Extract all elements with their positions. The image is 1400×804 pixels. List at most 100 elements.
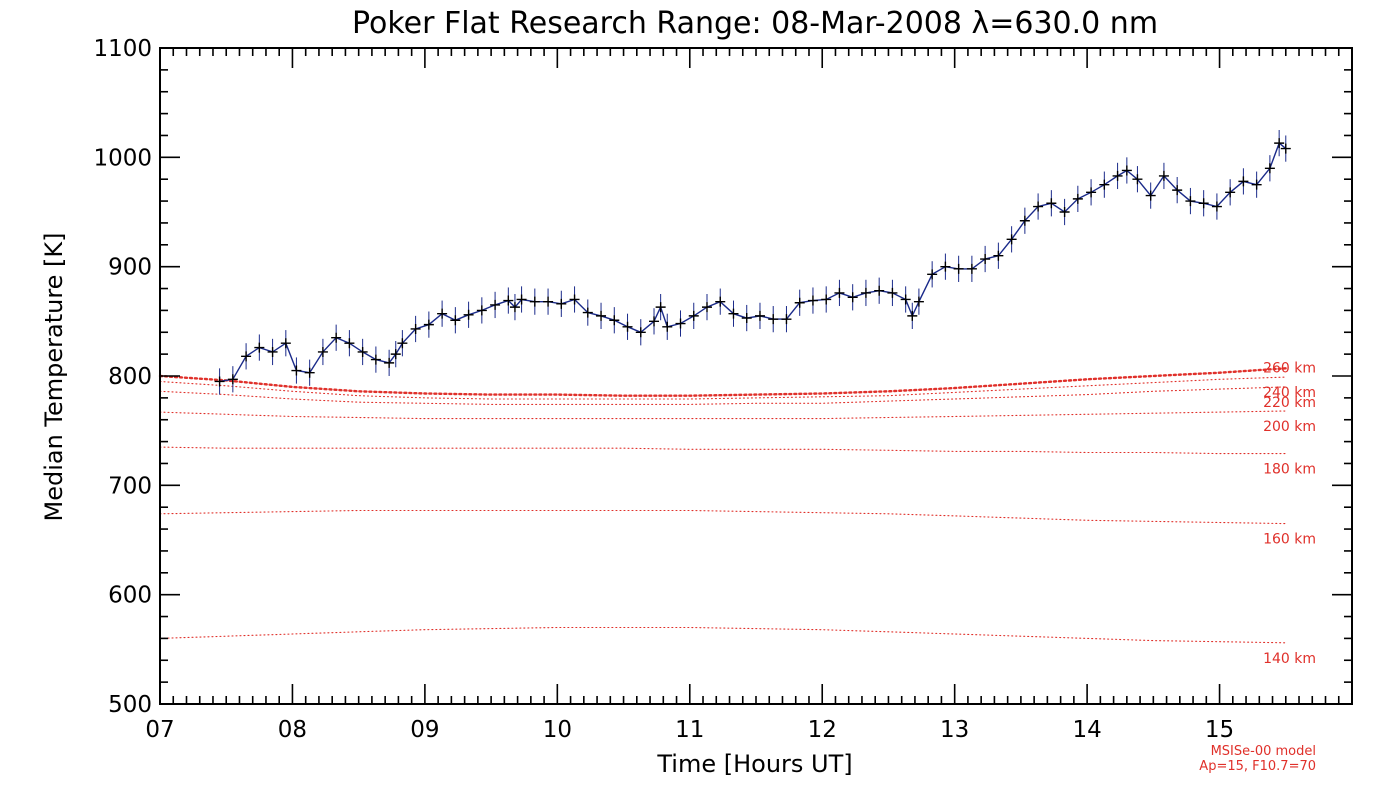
model-curve-label: 180 km <box>1263 462 1316 478</box>
data-point <box>1251 179 1262 190</box>
data-point <box>556 298 567 309</box>
data-point <box>980 254 991 265</box>
data-point <box>423 319 434 330</box>
data-point <box>1072 193 1083 204</box>
data-point <box>390 349 401 360</box>
data-point <box>907 310 918 321</box>
data-point <box>913 296 924 307</box>
data-point <box>993 250 1004 261</box>
y-tick-label: 700 <box>108 473 152 499</box>
data-point <box>1185 196 1196 207</box>
data-point <box>860 287 871 298</box>
y-tick-label: 800 <box>108 364 152 390</box>
data-point <box>370 354 381 365</box>
data-point <box>609 315 620 326</box>
data-point <box>463 309 474 320</box>
data-point <box>1225 187 1236 198</box>
data-point <box>649 316 660 327</box>
data-point <box>596 310 607 321</box>
data-point <box>1238 176 1249 187</box>
data-point <box>1264 163 1275 174</box>
data-point <box>582 307 593 318</box>
model-curve-label: 240 km <box>1263 385 1316 401</box>
data-point <box>1086 187 1097 198</box>
model-params-note: Ap=15, F10.7=70 <box>1199 759 1316 774</box>
x-tick-label: 13 <box>940 717 969 743</box>
data-point <box>214 376 225 387</box>
model-curve <box>159 446 1287 455</box>
data-point <box>529 296 540 307</box>
data-point <box>900 294 911 305</box>
x-axis-label: Time [Hours UT] <box>656 750 852 778</box>
data-point <box>476 305 487 316</box>
data-point <box>688 310 699 321</box>
labels: Poker Flat Research Range: 08-Mar-2008 λ… <box>40 6 1316 778</box>
model-curve <box>159 376 1287 400</box>
data-point <box>675 318 686 329</box>
data-point <box>1046 198 1057 209</box>
data-point <box>397 338 408 349</box>
measured-line <box>219 141 1287 383</box>
x-tick-label: 15 <box>1205 717 1234 743</box>
x-tick-label: 07 <box>145 717 174 743</box>
data-point <box>940 261 951 272</box>
data-point <box>1006 234 1017 245</box>
data-point <box>662 321 673 332</box>
data-point <box>741 313 752 324</box>
data-point <box>331 332 342 343</box>
data-point <box>1172 185 1183 196</box>
data-point <box>794 297 805 308</box>
y-tick-label: 1100 <box>93 36 152 62</box>
y-tick-label: 500 <box>108 692 152 718</box>
measured-series <box>214 130 1291 395</box>
data-point <box>781 314 792 325</box>
model-curve <box>159 386 1287 405</box>
x-tick-label: 11 <box>675 717 704 743</box>
y-tick-label: 900 <box>108 255 152 281</box>
data-point <box>1112 170 1123 181</box>
data-point <box>509 302 520 313</box>
data-point <box>715 296 726 307</box>
data-point <box>543 296 554 307</box>
data-point <box>437 308 448 319</box>
model-curve-label: 220 km <box>1263 395 1316 411</box>
model-curve-label: 200 km <box>1263 419 1316 435</box>
data-point <box>490 299 501 310</box>
data-point <box>1158 170 1169 181</box>
data-point <box>622 321 633 332</box>
data-point <box>1059 207 1070 217</box>
data-point <box>1274 138 1285 149</box>
data-point <box>768 314 779 325</box>
data-point <box>291 365 302 376</box>
data-point <box>1211 201 1222 212</box>
x-tick-label: 09 <box>410 717 439 743</box>
data-point <box>821 294 832 305</box>
data-point <box>267 346 278 357</box>
x-tick-label: 10 <box>543 717 572 743</box>
data-point <box>1145 190 1156 201</box>
data-point <box>1198 198 1209 209</box>
data-point <box>887 287 898 298</box>
model-curve <box>159 509 1287 525</box>
data-point <box>304 367 315 378</box>
data-point <box>1019 215 1030 226</box>
data-point <box>807 295 818 306</box>
y-tick-label: 600 <box>108 583 152 609</box>
data-point <box>635 327 646 338</box>
data-point <box>317 346 328 357</box>
data-point <box>569 294 580 305</box>
data-point <box>450 315 461 326</box>
data-point <box>384 357 395 368</box>
chart-title: Poker Flat Research Range: 08-Mar-2008 λ… <box>352 6 1158 41</box>
data-point <box>966 263 977 274</box>
data-point <box>1280 143 1291 154</box>
x-tick-label: 14 <box>1072 717 1101 743</box>
model-curve <box>159 410 1287 420</box>
model-curve-label: 160 km <box>1263 532 1316 548</box>
y-tick-label: 1000 <box>93 145 152 171</box>
data-point <box>1121 165 1132 176</box>
data-point <box>254 342 265 353</box>
